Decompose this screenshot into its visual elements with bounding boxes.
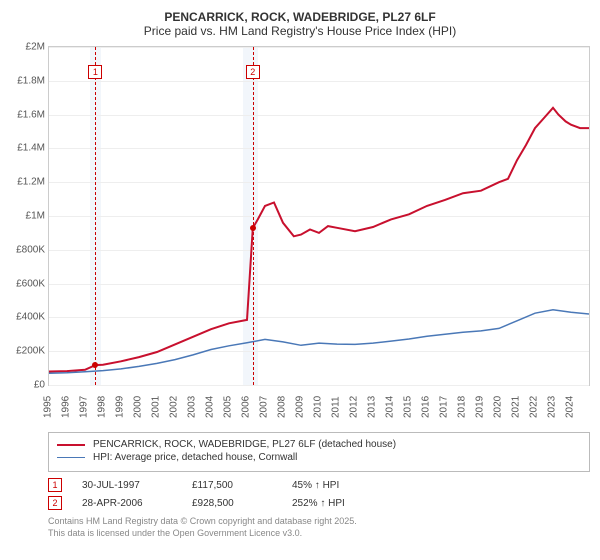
event-marker-flag: 1 [88, 65, 102, 79]
legend-item: HPI: Average price, detached house, Corn… [57, 452, 581, 463]
event-marker-icon: 1 [48, 478, 62, 492]
x-tick-label: 2021 [511, 396, 522, 418]
chart-plot-area: £0£200K£400K£600K£800K£1M£1.2M£1.4M£1.6M… [48, 46, 590, 386]
x-tick-label: 2006 [241, 396, 252, 418]
legend-label: PENCARRICK, ROCK, WADEBRIDGE, PL27 6LF (… [93, 439, 396, 450]
y-tick-label: £1.2M [11, 177, 45, 188]
event-marker-flag: 2 [246, 65, 260, 79]
legend-item: PENCARRICK, ROCK, WADEBRIDGE, PL27 6LF (… [57, 439, 581, 450]
chart-subtitle: Price paid vs. HM Land Registry's House … [10, 24, 590, 38]
y-tick-label: £1.8M [11, 75, 45, 86]
x-tick-label: 1996 [61, 396, 72, 418]
x-tick-label: 2003 [187, 396, 198, 418]
series-line-property [49, 108, 589, 372]
chart-lines [49, 47, 589, 385]
x-tick-label: 2023 [547, 396, 558, 418]
y-tick-label: £0 [11, 380, 45, 391]
event-marker-dot [250, 225, 256, 231]
event-pct: 45% ↑ HPI [292, 480, 339, 491]
legend-swatch [57, 457, 85, 458]
x-tick-label: 2017 [439, 396, 450, 418]
x-tick-label: 2009 [295, 396, 306, 418]
x-tick-label: 2022 [529, 396, 540, 418]
event-marker-icon: 2 [48, 496, 62, 510]
x-tick-label: 2019 [475, 396, 486, 418]
event-date: 28-APR-2006 [82, 498, 172, 509]
chart-legend: PENCARRICK, ROCK, WADEBRIDGE, PL27 6LF (… [48, 432, 590, 472]
footer-attribution: Contains HM Land Registry data © Crown c… [48, 516, 590, 539]
x-tick-label: 2001 [151, 396, 162, 418]
x-tick-label: 2015 [403, 396, 414, 418]
x-tick-label: 2005 [223, 396, 234, 418]
event-date: 30-JUL-1997 [82, 480, 172, 491]
x-tick-label: 1999 [115, 396, 126, 418]
x-tick-label: 1995 [43, 396, 54, 418]
x-tick-label: 2011 [331, 396, 342, 418]
x-tick-label: 2004 [205, 396, 216, 418]
legend-swatch [57, 444, 85, 446]
x-tick-label: 2000 [133, 396, 144, 418]
event-price: £117,500 [192, 480, 272, 491]
y-tick-label: £2M [11, 42, 45, 53]
legend-label: HPI: Average price, detached house, Corn… [93, 452, 297, 463]
event-row: 2 28-APR-2006 £928,500 252% ↑ HPI [48, 496, 590, 510]
x-tick-label: 2007 [259, 396, 270, 418]
event-price: £928,500 [192, 498, 272, 509]
y-tick-label: £1M [11, 211, 45, 222]
chart-title: PENCARRICK, ROCK, WADEBRIDGE, PL27 6LF [10, 10, 590, 24]
x-tick-label: 1998 [97, 396, 108, 418]
x-tick-label: 2014 [385, 396, 396, 418]
x-tick-label: 2010 [313, 396, 324, 418]
x-tick-label: 2016 [421, 396, 432, 418]
y-tick-label: £400K [11, 312, 45, 323]
event-marker-dot [92, 362, 98, 368]
x-tick-label: 2012 [349, 396, 360, 418]
x-tick-label: 2008 [277, 396, 288, 418]
x-tick-label: 1997 [79, 396, 90, 418]
x-tick-label: 2013 [367, 396, 378, 418]
x-axis-ticks: 1995199619971998199920002001200220032004… [48, 388, 590, 426]
y-tick-label: £800K [11, 244, 45, 255]
x-tick-label: 2002 [169, 396, 180, 418]
y-tick-label: £200K [11, 346, 45, 357]
x-tick-label: 2024 [565, 396, 576, 418]
event-pct: 252% ↑ HPI [292, 498, 345, 509]
footer-line: Contains HM Land Registry data © Crown c… [48, 516, 590, 528]
events-table: 1 30-JUL-1997 £117,500 45% ↑ HPI 2 28-AP… [48, 478, 590, 510]
y-tick-label: £600K [11, 278, 45, 289]
x-tick-label: 2018 [457, 396, 468, 418]
series-line-hpi [49, 310, 589, 373]
x-tick-label: 2020 [493, 396, 504, 418]
footer-line: This data is licensed under the Open Gov… [48, 528, 590, 540]
event-row: 1 30-JUL-1997 £117,500 45% ↑ HPI [48, 478, 590, 492]
y-tick-label: £1.6M [11, 109, 45, 120]
y-tick-label: £1.4M [11, 143, 45, 154]
